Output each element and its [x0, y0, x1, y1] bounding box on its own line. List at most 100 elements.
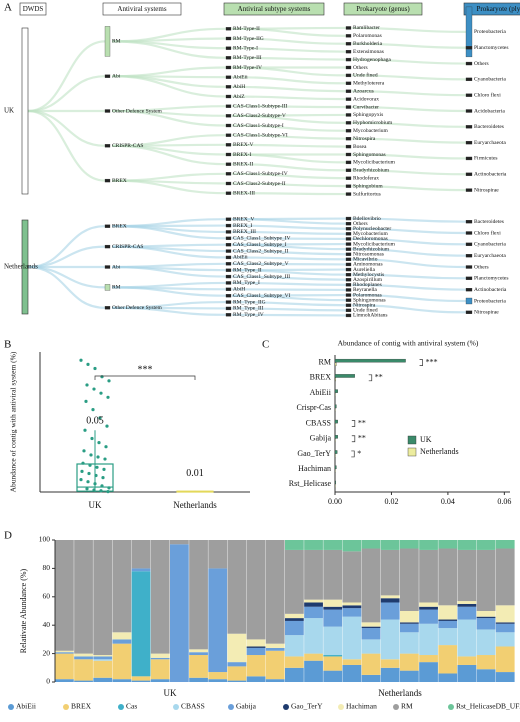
node	[345, 232, 352, 236]
point	[81, 461, 85, 465]
point	[91, 408, 95, 412]
node-label: CAS-Class1-Subtype-IV	[233, 171, 288, 177]
node-label: Mycobacterium	[353, 128, 389, 134]
y-tick-label: 20	[43, 648, 51, 657]
bar-segment	[495, 632, 515, 647]
node-label: RM-Type-IV	[233, 65, 262, 71]
bar-segment	[323, 626, 343, 656]
flow	[231, 27, 347, 37]
bar-segment	[361, 653, 381, 675]
node	[345, 176, 352, 180]
flow	[231, 237, 347, 241]
node-label: Dechloromonas	[353, 236, 388, 242]
flow	[111, 225, 227, 240]
bar-segment	[457, 603, 477, 607]
header-label: Prokaryote (plyum)	[476, 5, 520, 13]
significance-bracket	[94, 375, 196, 380]
node-label: Firmicutes	[474, 156, 498, 162]
node-label: BREX-II	[233, 161, 253, 167]
node	[104, 144, 111, 148]
node-label: Proteobacteria	[474, 29, 506, 35]
y-tick-label: 80	[43, 563, 51, 572]
point	[92, 387, 96, 391]
flow	[231, 105, 347, 109]
bar-segment	[323, 656, 343, 671]
mean-label: 0.01	[186, 468, 204, 479]
point	[82, 449, 86, 453]
bar-segment	[55, 652, 74, 654]
node	[225, 143, 232, 147]
bar-segment	[342, 605, 362, 609]
node	[345, 34, 352, 38]
node	[225, 294, 232, 298]
node	[465, 140, 473, 145]
node-label: Acidovorax	[353, 96, 379, 102]
y-tick-label: Gabija	[310, 434, 332, 443]
bar-segment	[304, 618, 323, 654]
flow	[111, 306, 227, 316]
node	[465, 265, 473, 269]
point	[93, 366, 97, 371]
bar-segment	[495, 605, 515, 623]
flow	[231, 95, 347, 101]
point	[99, 391, 103, 395]
flow	[231, 269, 347, 276]
flow	[27, 109, 106, 182]
node	[225, 162, 232, 166]
node	[225, 104, 232, 108]
bar-segment	[361, 639, 381, 654]
bar-segment	[93, 660, 113, 678]
node	[465, 156, 473, 161]
significance-bracket	[419, 359, 423, 366]
node-label: AbiH	[233, 287, 245, 293]
node-label: BREX	[112, 223, 127, 229]
node	[345, 113, 352, 117]
node-label: Azospirillum	[353, 277, 383, 283]
node-label: Sphingopyxis	[353, 112, 383, 118]
bar-segment	[342, 602, 362, 606]
node	[104, 244, 111, 249]
significance: **	[358, 418, 366, 427]
node	[345, 42, 352, 46]
bar-segment	[400, 632, 419, 654]
significance: **	[375, 373, 383, 382]
flow	[351, 293, 467, 303]
y-tick-label: Hachiman	[298, 464, 331, 473]
significance-bracket	[351, 420, 356, 427]
point	[106, 489, 110, 494]
node-label: Bosea	[353, 144, 367, 150]
bar-segment	[419, 602, 438, 607]
legend-swatch	[393, 704, 399, 710]
bar-segment	[208, 672, 228, 680]
flow	[231, 307, 347, 312]
bar-segment	[285, 549, 304, 614]
node-label: Sulfuritortus	[353, 190, 381, 197]
legend-swatch	[173, 704, 179, 710]
node	[225, 223, 232, 228]
bar	[334, 358, 406, 363]
node	[345, 73, 352, 78]
x-tick-label: 0.04	[441, 497, 455, 506]
node-label: Euryarchaeota	[474, 140, 506, 146]
bar-segment	[438, 605, 458, 620]
bar-segment	[476, 629, 496, 656]
bar-segment	[361, 674, 381, 682]
node-label: Curvibacter	[353, 104, 379, 110]
node-label: Azoarcus	[353, 88, 374, 94]
bar-segment	[131, 676, 151, 681]
node	[345, 50, 352, 54]
node	[345, 137, 352, 141]
node-label: RM	[112, 39, 121, 45]
bar	[334, 423, 336, 427]
point	[100, 484, 104, 488]
flow	[27, 40, 106, 113]
node-label: Bacteroidetes	[474, 124, 504, 130]
node-label: Ramlibacter	[353, 25, 380, 31]
node-label: Others	[474, 264, 489, 270]
flow	[351, 90, 467, 97]
flow	[231, 256, 347, 261]
node	[225, 268, 232, 272]
node	[104, 265, 111, 269]
significance: **	[358, 434, 366, 443]
panel-label: A	[4, 2, 12, 14]
